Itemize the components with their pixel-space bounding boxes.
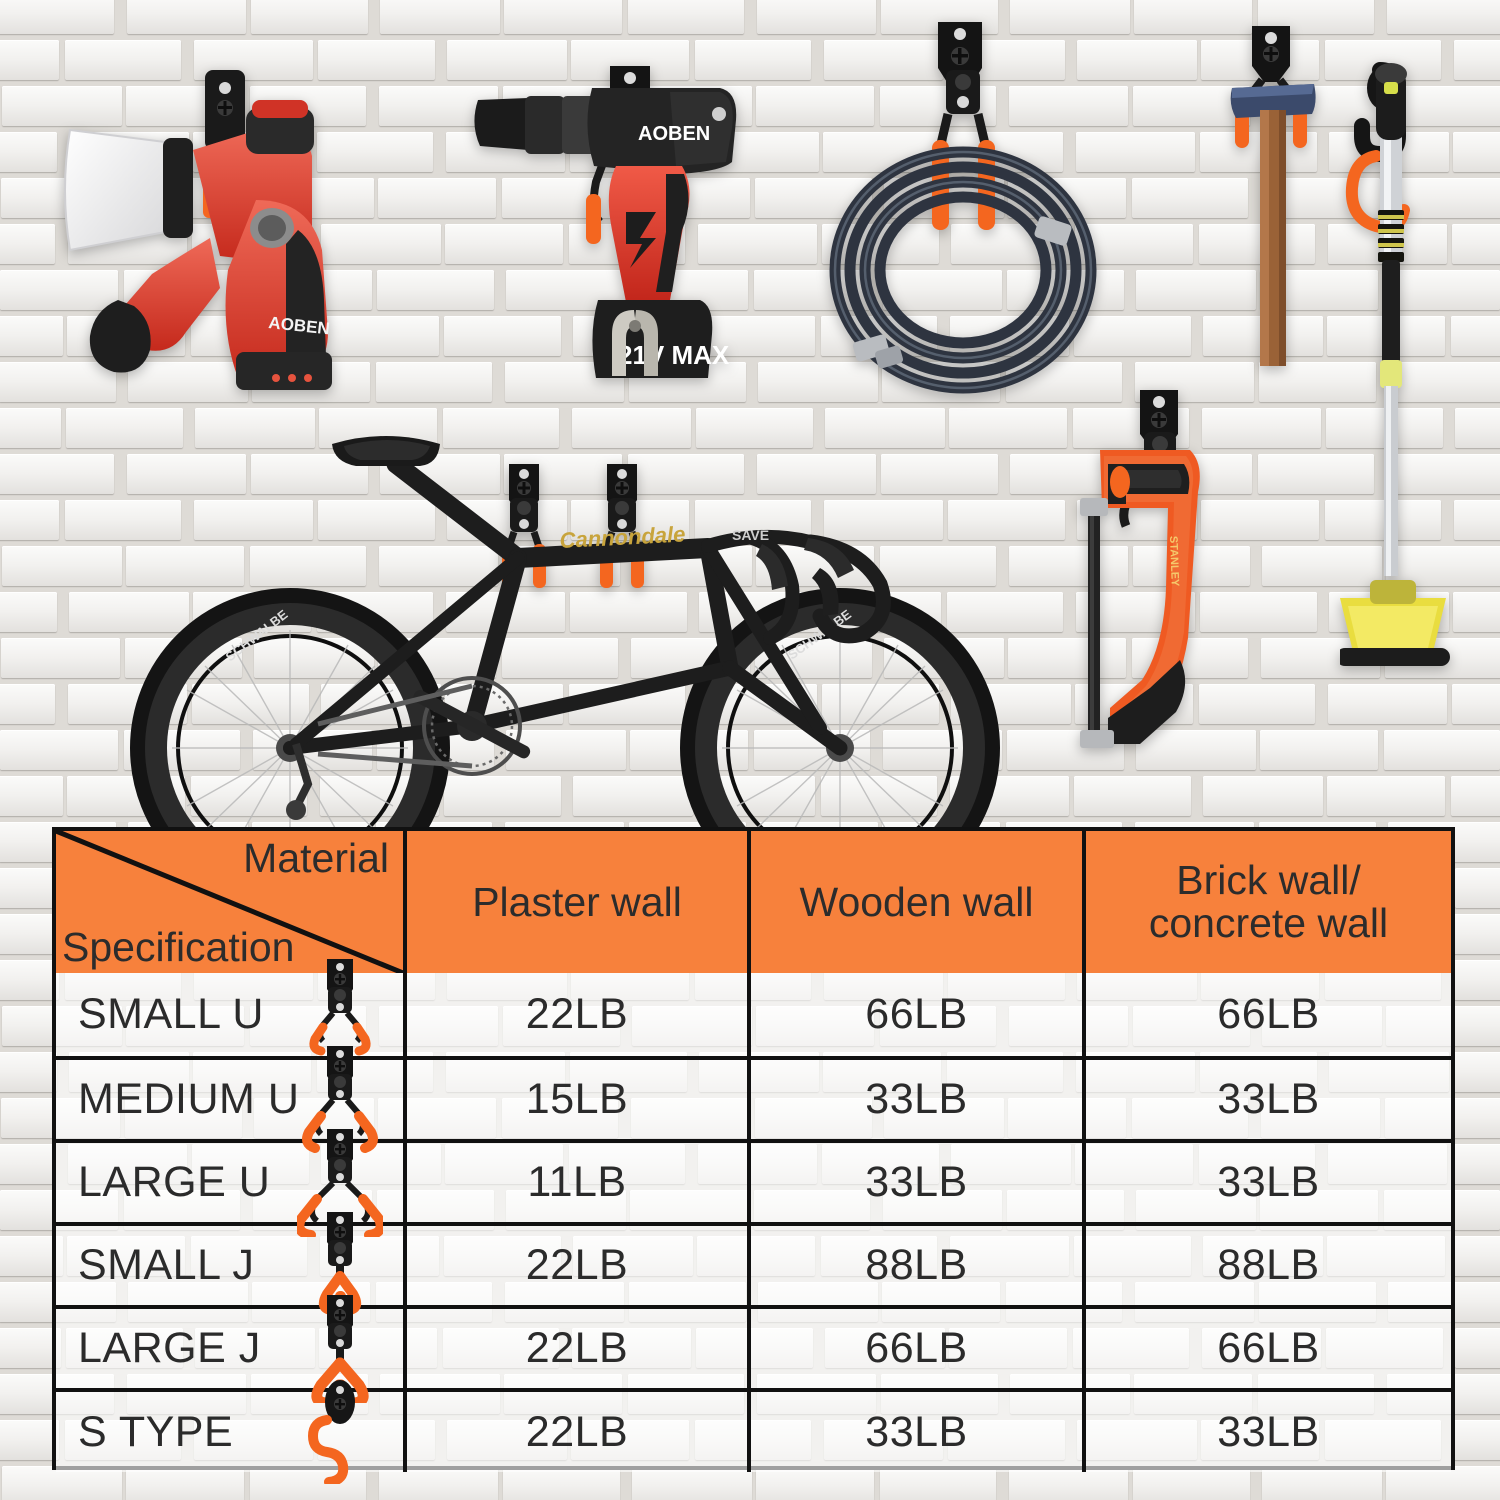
table-row: LARGE U 11LB 33LB 33LB: [56, 1129, 1451, 1241]
cell-plaster-wall: 15LB: [407, 1060, 751, 1140]
specification-label: LARGE U: [78, 1158, 271, 1207]
table-body: SMALL U 22LB 66LB 66LB MEDIUM U 15LB 33LB 33LB L…: [56, 959, 1451, 1488]
hacksaw-photo: STANLEY: [1080, 388, 1280, 768]
header-specification-label: Specification: [62, 924, 295, 971]
header-brick-line2: concrete wall: [1148, 900, 1389, 946]
cell-plaster-wall: 22LB: [407, 973, 751, 1057]
cell-wooden-wall: 33LB: [751, 1143, 1086, 1223]
table-row: SMALL J 22LB 88LB 88LB: [56, 1212, 1451, 1316]
cell-plaster-wall: 22LB: [407, 1392, 751, 1472]
svg-text:STANLEY: STANLEY: [1167, 536, 1181, 588]
table-row: LARGE J 22LB 66LB 66LB: [56, 1295, 1451, 1409]
drill-battery-label: 21V MAX: [618, 340, 730, 370]
cell-wooden-wall: 88LB: [751, 1226, 1086, 1306]
cell-wooden-wall: 66LB: [751, 973, 1086, 1057]
cell-brick-wall: 33LB: [1086, 1060, 1451, 1140]
specification-label: LARGE J: [78, 1324, 261, 1373]
paint-sprayer-photo: AOBEN: [60, 60, 420, 420]
cell-specification: LARGE J: [56, 1295, 407, 1409]
cell-specification: MEDIUM U: [56, 1046, 407, 1154]
bicycle-photo: SCHWALBE ENVE: [120, 418, 1020, 908]
cell-specification: LARGE U: [56, 1129, 407, 1241]
svg-text:SAVE: SAVE: [732, 527, 769, 543]
cell-brick-wall: 33LB: [1086, 1143, 1451, 1223]
specification-label: SMALL U: [78, 990, 264, 1039]
cell-specification: S TYPE: [56, 1380, 407, 1488]
cell-brick-wall: 33LB: [1086, 1392, 1451, 1472]
header-brick-wall: Brick wall/ concrete wall: [1086, 831, 1451, 973]
cell-specification: SMALL U: [56, 959, 407, 1057]
table-corner-cell: Material Specification: [56, 831, 407, 973]
table-row: S TYPE 22LB 33LB 33LB: [56, 1380, 1451, 1488]
svg-text:AOBEN: AOBEN: [638, 123, 710, 145]
corner-diagonal-line: [56, 831, 403, 973]
coiled-hose-photo: [828, 18, 1118, 418]
header-wooden-wall: Wooden wall: [751, 831, 1086, 973]
cell-brick-wall: 66LB: [1086, 973, 1451, 1057]
specification-label: S TYPE: [78, 1407, 234, 1456]
sledgehammer-photo: [1222, 22, 1342, 372]
header-brick-line1: Brick wall/: [1176, 857, 1361, 904]
cell-wooden-wall: 33LB: [751, 1060, 1086, 1140]
cell-specification: SMALL J: [56, 1212, 407, 1316]
u-hook-medium-icon: [297, 1044, 389, 1154]
table-header-row: Material Specification Plaster wall Wood…: [56, 831, 1451, 973]
header-material-label: Material: [243, 835, 389, 881]
s-hook-icon: [297, 1376, 389, 1488]
table-row: SMALL U 22LB 66LB 66LB: [56, 959, 1451, 1057]
squeegee-pole-photo: [1336, 60, 1460, 710]
cordless-drill-photo: AOBEN 21V MAX: [470, 62, 770, 412]
cell-brick-wall: 66LB: [1086, 1309, 1451, 1389]
header-plaster-wall: Plaster wall: [407, 831, 751, 973]
u-hook-large-icon: [294, 1127, 389, 1241]
specification-label: MEDIUM U: [78, 1075, 300, 1124]
u-hook-small-icon: [297, 957, 389, 1065]
table-row: MEDIUM U 15LB 33LB 33LB: [56, 1046, 1451, 1154]
cell-plaster-wall: 11LB: [407, 1143, 751, 1223]
cell-wooden-wall: 33LB: [751, 1392, 1086, 1472]
cell-wooden-wall: 66LB: [751, 1309, 1086, 1389]
weight-capacity-table: Material Specification Plaster wall Wood…: [52, 827, 1455, 1488]
cell-plaster-wall: 22LB: [407, 1226, 751, 1306]
specification-label: SMALL J: [78, 1241, 255, 1290]
cell-brick-wall: 88LB: [1086, 1226, 1451, 1306]
cell-plaster-wall: 22LB: [407, 1309, 751, 1389]
